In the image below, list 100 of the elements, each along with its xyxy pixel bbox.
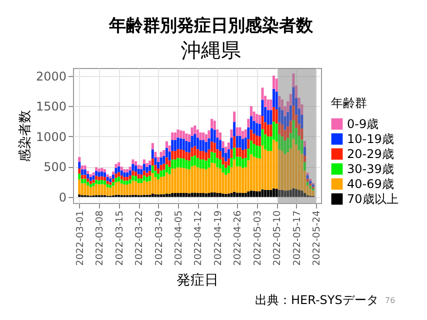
bar xyxy=(306,172,309,176)
bar xyxy=(92,175,95,180)
bar xyxy=(227,194,230,197)
bar xyxy=(174,150,176,160)
bar xyxy=(272,76,275,89)
bar xyxy=(86,174,90,178)
bar xyxy=(244,149,247,158)
bar xyxy=(272,140,275,188)
bar xyxy=(176,158,180,168)
x-tick-label: 2022-03-15 xyxy=(114,210,126,266)
bar xyxy=(190,192,194,197)
bar xyxy=(86,170,90,174)
bar xyxy=(258,146,261,159)
bar xyxy=(126,169,129,172)
bar xyxy=(266,124,270,136)
bar xyxy=(289,190,292,197)
bar xyxy=(210,192,214,197)
bar xyxy=(95,176,98,180)
bar xyxy=(292,188,295,197)
y-tick-label: 0 xyxy=(58,190,66,204)
bar xyxy=(174,140,176,151)
bar xyxy=(78,168,81,174)
bar xyxy=(242,168,244,194)
bar xyxy=(224,161,228,168)
bar xyxy=(244,193,247,197)
bar xyxy=(312,188,314,191)
bar xyxy=(176,193,180,197)
bar xyxy=(185,193,188,197)
bar xyxy=(80,165,84,170)
bar xyxy=(118,172,120,177)
bar xyxy=(185,160,188,169)
bar xyxy=(174,132,176,140)
bar xyxy=(306,175,309,179)
bar xyxy=(78,162,81,168)
bar xyxy=(236,148,238,157)
bar xyxy=(256,123,258,136)
bar xyxy=(162,150,166,156)
bar xyxy=(151,165,154,174)
bar xyxy=(137,183,140,196)
bar xyxy=(171,132,174,140)
bar xyxy=(185,152,188,160)
bar xyxy=(106,184,109,188)
bar xyxy=(182,168,185,194)
bar xyxy=(182,138,185,150)
bar xyxy=(180,168,182,194)
bar xyxy=(275,78,278,92)
bar xyxy=(258,124,261,136)
bar xyxy=(309,180,312,184)
bar xyxy=(104,172,106,177)
bar xyxy=(275,142,278,189)
bar xyxy=(95,170,98,176)
bar xyxy=(132,159,134,164)
bar xyxy=(230,149,233,158)
bar xyxy=(78,179,81,195)
bar xyxy=(126,184,129,196)
bar xyxy=(270,124,272,136)
bar xyxy=(134,176,137,182)
bar xyxy=(256,114,258,124)
bar xyxy=(202,132,205,140)
x-tick-label: 2022-03-22 xyxy=(134,210,146,266)
bar xyxy=(216,129,219,138)
bar xyxy=(168,152,171,160)
bar xyxy=(266,150,270,190)
bar xyxy=(176,167,180,194)
bar xyxy=(128,175,132,180)
bar xyxy=(171,150,174,160)
bar xyxy=(227,142,230,150)
bar xyxy=(112,172,114,175)
bar xyxy=(114,178,118,182)
bar xyxy=(222,172,224,194)
bar xyxy=(264,149,267,190)
bar xyxy=(171,193,174,197)
bar xyxy=(146,182,148,195)
bar xyxy=(202,193,205,197)
bar xyxy=(92,172,95,176)
bar xyxy=(165,172,168,194)
bar xyxy=(146,163,148,167)
bar xyxy=(180,193,182,197)
bar xyxy=(306,182,309,186)
bar xyxy=(95,180,98,184)
bar xyxy=(199,159,202,168)
bar xyxy=(256,136,258,146)
x-tick-label: 2022-05-17 xyxy=(292,210,303,266)
bar xyxy=(261,129,264,146)
bar xyxy=(148,164,152,171)
bar xyxy=(84,178,86,184)
bar xyxy=(118,166,120,172)
bar xyxy=(132,170,134,176)
bar xyxy=(238,148,242,157)
bar xyxy=(114,174,118,178)
bar xyxy=(250,154,252,191)
bar xyxy=(194,192,196,197)
bar xyxy=(196,149,199,158)
bar xyxy=(112,174,114,179)
bar xyxy=(303,147,306,156)
chart-title: 年齢群別発症日別感染者数 xyxy=(108,16,314,36)
bar xyxy=(300,140,304,154)
bar xyxy=(213,163,216,192)
bar xyxy=(270,190,272,197)
bar xyxy=(188,169,190,194)
